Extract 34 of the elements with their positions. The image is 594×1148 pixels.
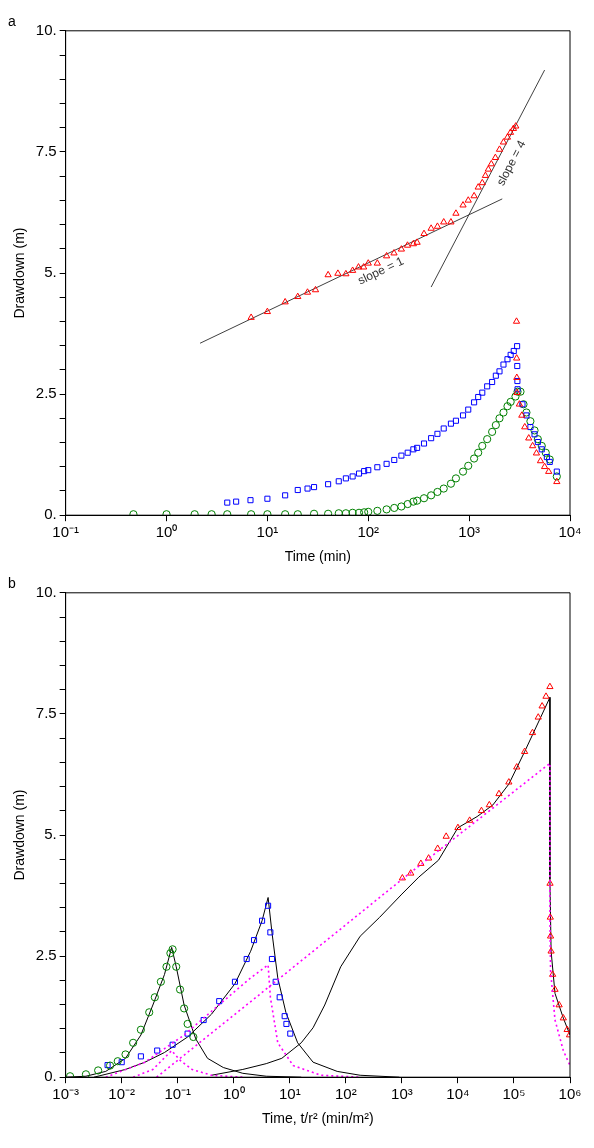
chart-title: b	[8, 575, 16, 592]
y-axis-title: Drawdown (m)	[11, 789, 28, 881]
y-tick-label: 0.	[44, 1067, 57, 1085]
x-tick-label: 10⁻¹	[164, 1085, 192, 1103]
annotation: slope = 4	[493, 137, 529, 188]
x-tick-label: 10⁰	[222, 1085, 245, 1103]
x-tick-label: 10⁻²	[108, 1085, 136, 1103]
y-tick-label: 2.5	[35, 384, 57, 402]
x-tick-label: 10²	[357, 523, 380, 541]
y-axis-title: Drawdown (m)	[11, 227, 28, 319]
x-axis-title: Time, t/r² (min/m²)	[262, 1110, 374, 1127]
x-tick-label: 10⁻³	[52, 1085, 79, 1103]
y-tick-label: 10.	[35, 20, 57, 38]
x-tick-label: 10³	[458, 523, 480, 541]
chart-title: a	[8, 13, 16, 30]
y-tick-label: 7.5	[35, 142, 57, 160]
x-tick-label: 10³	[391, 1085, 413, 1103]
annotation: slope = 1	[355, 253, 407, 288]
y-tick-label: 5.	[44, 263, 57, 281]
x-axis-title: Time (min)	[284, 548, 352, 565]
x-tick-label: 10⁰	[155, 523, 178, 541]
x-tick-label: 10⁶	[558, 1085, 582, 1103]
x-tick-label: 10⁵	[502, 1085, 526, 1103]
y-tick-label: 10.	[35, 582, 57, 600]
x-tick-label: 10⁻¹	[52, 523, 79, 541]
y-tick-label: 0.	[44, 505, 57, 523]
x-tick-label: 10¹	[256, 523, 279, 541]
y-tick-label: 5.	[44, 825, 57, 843]
x-tick-label: 10⁴	[558, 523, 582, 541]
x-tick-label: 10⁴	[446, 1085, 470, 1103]
y-tick-label: 7.5	[35, 704, 57, 722]
y-tick-label: 2.5	[35, 946, 57, 964]
x-tick-label: 10²	[335, 1085, 357, 1103]
x-tick-label: 10¹	[278, 1085, 301, 1103]
